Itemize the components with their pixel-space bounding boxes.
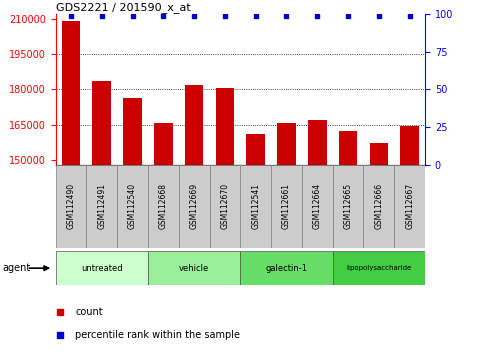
Text: GSM112665: GSM112665: [343, 183, 353, 229]
Text: GSM112666: GSM112666: [374, 183, 384, 229]
Text: percentile rank within the sample: percentile rank within the sample: [75, 330, 241, 341]
Bar: [62, 21, 80, 165]
Bar: [277, 124, 296, 165]
Bar: [400, 126, 419, 165]
Bar: [86, 165, 117, 248]
Bar: [302, 165, 333, 248]
Bar: [240, 165, 271, 248]
Text: count: count: [75, 307, 103, 318]
Bar: [369, 143, 388, 165]
Bar: [240, 251, 333, 285]
Text: GSM112541: GSM112541: [251, 183, 260, 229]
Bar: [210, 165, 240, 248]
Bar: [271, 165, 302, 248]
Text: lipopolysaccharide: lipopolysaccharide: [346, 265, 412, 271]
Text: GSM112664: GSM112664: [313, 183, 322, 229]
Text: vehicle: vehicle: [179, 264, 209, 273]
Bar: [246, 134, 265, 165]
Bar: [123, 98, 142, 165]
Bar: [308, 120, 327, 165]
Bar: [364, 165, 394, 248]
Text: GSM112490: GSM112490: [67, 183, 75, 229]
Bar: [394, 165, 425, 248]
Text: untreated: untreated: [81, 264, 123, 273]
Text: GSM112491: GSM112491: [97, 183, 106, 229]
Text: GSM112670: GSM112670: [220, 183, 229, 229]
Text: GSM112669: GSM112669: [190, 183, 199, 229]
Bar: [56, 165, 86, 248]
Bar: [333, 251, 425, 285]
Bar: [333, 165, 364, 248]
Text: GSM112661: GSM112661: [282, 183, 291, 229]
Text: GSM112667: GSM112667: [405, 183, 414, 229]
Text: GDS2221 / 201590_x_at: GDS2221 / 201590_x_at: [56, 2, 190, 13]
Bar: [148, 165, 179, 248]
Text: galectin-1: galectin-1: [266, 264, 308, 273]
Bar: [148, 251, 241, 285]
Bar: [215, 88, 234, 165]
Bar: [179, 165, 210, 248]
Bar: [154, 124, 172, 165]
Text: GSM112668: GSM112668: [159, 183, 168, 229]
Text: agent: agent: [2, 263, 30, 273]
Text: GSM112540: GSM112540: [128, 183, 137, 229]
Bar: [185, 85, 203, 165]
Bar: [339, 131, 357, 165]
Bar: [92, 81, 111, 165]
Bar: [56, 251, 148, 285]
Bar: [117, 165, 148, 248]
